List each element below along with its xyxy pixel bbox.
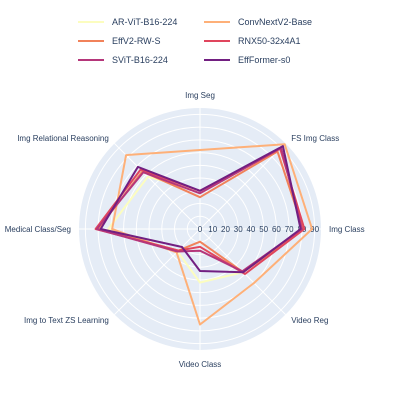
legend-label: SViT-B16-224 <box>112 55 168 65</box>
series-line <box>111 143 314 326</box>
legend-item[interactable]: SViT-B16-224 <box>78 52 168 68</box>
series-line <box>99 145 302 274</box>
legend-label: RNX50-32x4A1 <box>238 36 301 46</box>
radial-tick-label: 20 <box>221 225 230 234</box>
legend-swatch <box>78 59 104 61</box>
radial-tick-label: 90 <box>310 225 319 234</box>
axis-label: Video Reg <box>291 316 328 325</box>
legend-label: EffV2-RW-S <box>112 36 161 46</box>
legend-item[interactable]: RNX50-32x4A1 <box>204 33 301 49</box>
axis-label: Medical Class/Seg <box>5 225 71 234</box>
axis-label: Img Class <box>329 225 365 234</box>
legend-item[interactable]: EffV2-RW-S <box>78 33 161 49</box>
legend-item[interactable]: EffFormer-s0 <box>204 52 290 68</box>
legend-swatch <box>204 21 230 23</box>
radial-tick-label: 10 <box>208 225 217 234</box>
radar-series <box>94 143 314 326</box>
chart-legend: AR-ViT-B16-224 ConvNextV2-Base EffV2-RW-S R… <box>78 14 358 80</box>
axis-label: Video Class <box>179 360 222 369</box>
legend-label: AR-ViT-B16-224 <box>112 17 178 27</box>
radial-tick-label: 70 <box>285 225 294 234</box>
series-line <box>95 146 303 273</box>
axis-label: Img to Text ZS Learning <box>24 316 109 325</box>
axis-label: Img Seg <box>185 91 215 100</box>
legend-item[interactable]: ConvNextV2-Base <box>204 14 312 30</box>
axis-label: FS Img Class <box>291 134 339 143</box>
radial-tick-label: 40 <box>246 225 255 234</box>
angular-gridline <box>199 143 286 230</box>
radial-tick-label: 30 <box>234 225 243 234</box>
radial-tick-label: 60 <box>272 225 281 234</box>
axis-label: Img Relational Reasoning <box>17 134 109 143</box>
angular-gridline <box>114 228 201 315</box>
legend-item[interactable]: AR-ViT-B16-224 <box>78 14 177 30</box>
legend-swatch <box>78 21 104 23</box>
angular-gridline <box>114 143 201 230</box>
legend-swatch <box>78 40 104 42</box>
legend-swatch <box>204 40 230 42</box>
legend-label: EffFormer-s0 <box>238 55 291 65</box>
legend-swatch <box>204 59 230 61</box>
radial-tick-label: 50 <box>259 225 268 234</box>
radar-axis-labels: Img Seg FS Img Class Img Class Video Reg Vid… <box>5 91 365 369</box>
radial-tick-label: 0 <box>198 225 203 234</box>
legend-label: ConvNextV2-Base <box>238 17 313 27</box>
